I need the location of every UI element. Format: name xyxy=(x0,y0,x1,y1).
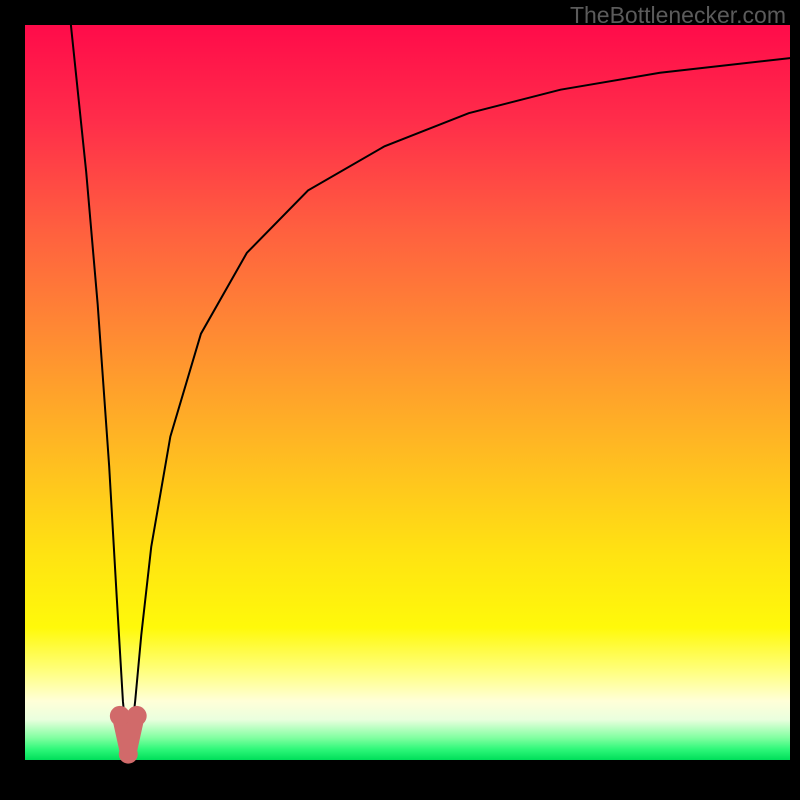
chart-svg xyxy=(0,0,800,800)
frame-right xyxy=(790,0,800,800)
tip-marker-cap-bottom xyxy=(119,745,138,764)
frame-left xyxy=(0,0,25,800)
tip-marker-cap-right xyxy=(127,706,147,726)
chart-container: TheBottlenecker.com xyxy=(0,0,800,800)
frame-bottom xyxy=(0,760,800,800)
watermark-text: TheBottlenecker.com xyxy=(570,2,786,29)
